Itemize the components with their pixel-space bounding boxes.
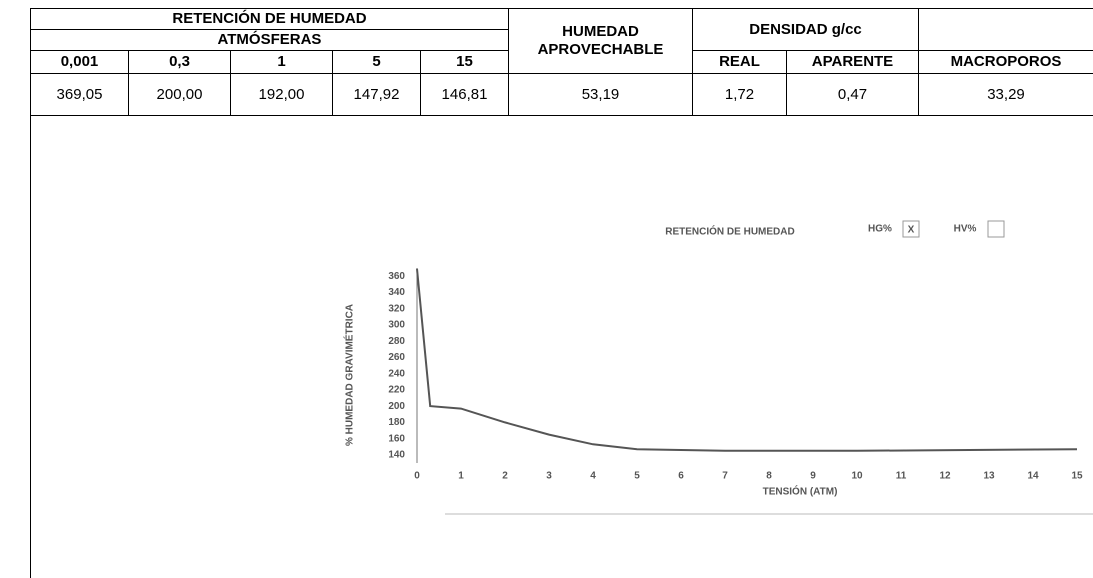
table-cell: 1 — [230, 50, 333, 74]
table-cell: MACROPOROS — [918, 50, 1093, 74]
y-tick-label: 180 — [388, 417, 405, 428]
x-tick-label: 8 — [766, 471, 772, 482]
x-tick-label: 13 — [983, 471, 995, 482]
table-cell: 15 — [420, 50, 509, 74]
y-tick-label: 140 — [388, 450, 405, 461]
table-cell: 0,3 — [128, 50, 231, 74]
x-tick-label: 12 — [939, 471, 951, 482]
x-tick-label: 4 — [590, 471, 596, 482]
x-tick-label: 7 — [722, 471, 728, 482]
y-tick-label: 300 — [388, 320, 405, 331]
table-cell: 53,19 — [508, 73, 693, 116]
x-tick-label: 6 — [678, 471, 684, 482]
table-cell: 33,29 — [918, 73, 1093, 116]
table-cell: APARENTE — [786, 50, 919, 74]
table-cell: 200,00 — [128, 73, 231, 116]
y-tick-label: 320 — [388, 303, 405, 314]
table-cell: 146,81 — [420, 73, 509, 116]
y-tick-label: 260 — [388, 352, 405, 363]
table-cell: 0,47 — [786, 73, 919, 116]
legend-label: HG% — [868, 224, 892, 235]
legend-box — [987, 220, 1005, 238]
x-tick-label: 0 — [414, 471, 420, 482]
y-tick-label: 160 — [388, 433, 405, 444]
x-tick-label: 1 — [458, 471, 464, 482]
y-tick-label: 200 — [388, 401, 405, 412]
x-tick-label: 11 — [896, 471, 907, 482]
table-cell: 5 — [332, 50, 421, 74]
table-cell: REAL — [692, 50, 787, 74]
x-tick-label: 15 — [1071, 471, 1083, 482]
data-line — [416, 268, 1078, 452]
table-cell: DENSIDAD g/cc — [692, 8, 919, 51]
table-cell: HUMEDAD APROVECHABLE — [508, 8, 693, 74]
y-tick-label: 240 — [388, 368, 405, 379]
x-tick-label: 9 — [810, 471, 816, 482]
y-tick-label: 360 — [388, 271, 405, 282]
table-cell: 192,00 — [230, 73, 333, 116]
table-cell: 369,05 — [30, 73, 129, 116]
x-tick-label: 3 — [546, 471, 552, 482]
x-tick-label: 5 — [634, 471, 640, 482]
table-cell: 1,72 — [692, 73, 787, 116]
x-tick-label: 10 — [851, 471, 863, 482]
x-axis-label: TENSIÓN (ATM) — [763, 485, 838, 498]
table-cell: ATMÓSFERAS — [30, 29, 509, 51]
table-cell: 147,92 — [332, 73, 421, 116]
legend-box — [902, 220, 920, 238]
y-tick-label: 280 — [388, 336, 405, 347]
y-tick-label: 220 — [388, 385, 405, 396]
table-cell: RETENCIÓN DE HUMEDAD — [30, 8, 509, 30]
table-cell — [918, 8, 1093, 51]
table-cell: 0,001 — [30, 50, 129, 74]
x-tick-label: 2 — [502, 471, 508, 482]
y-tick-label: 340 — [388, 287, 405, 298]
legend-label: HV% — [954, 224, 977, 235]
outer-border — [30, 8, 31, 578]
x-tick-label: 14 — [1027, 471, 1039, 482]
legend-check: X — [908, 225, 915, 236]
y-axis-label: % HUMEDAD GRAVIMÉTRICA — [343, 304, 356, 446]
chart-title: RETENCIÓN DE HUMEDAD — [665, 225, 794, 238]
